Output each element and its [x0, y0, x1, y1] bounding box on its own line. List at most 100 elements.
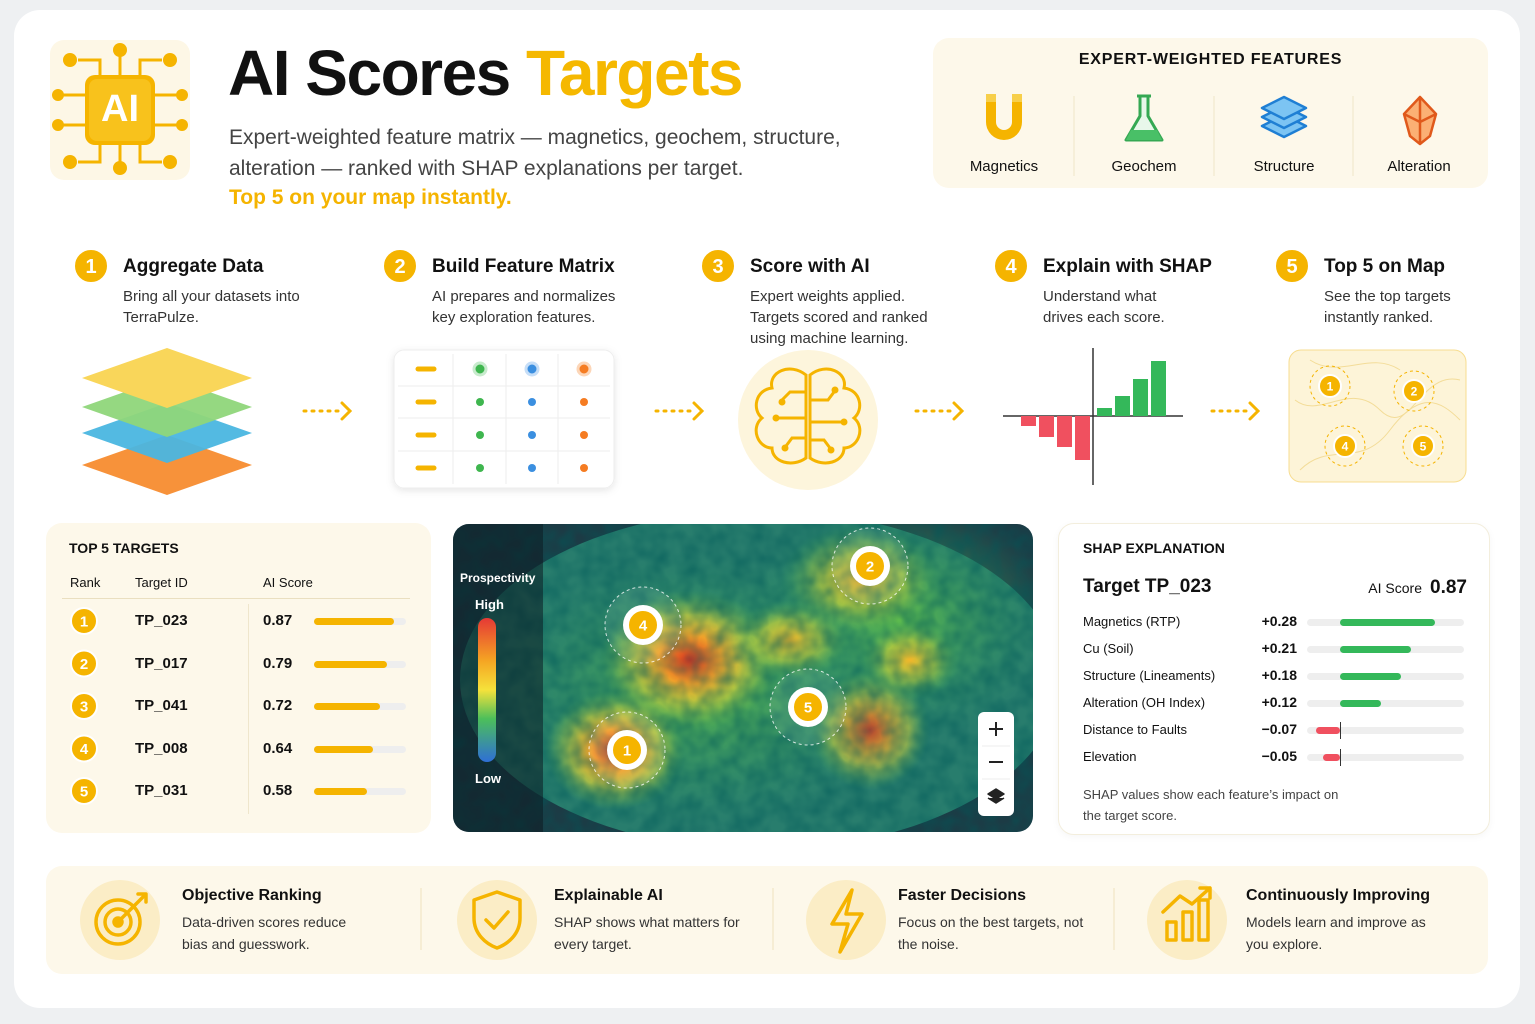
flow-arrows: [302, 401, 1261, 421]
score-bar: [314, 660, 387, 668]
title-highlight: Targets: [526, 37, 743, 109]
targets-panel: [46, 523, 431, 833]
column-rule: [248, 604, 249, 814]
shap-value: +0.12: [1261, 694, 1297, 710]
shap-bar: [1323, 754, 1340, 761]
step-title: Aggregate Data: [123, 256, 264, 277]
badge-number: 2: [80, 656, 88, 673]
benefit-text: Focus on the best targets, not the noise…: [898, 914, 1084, 952]
pin-ring: [1324, 425, 1366, 467]
badge-number: 5: [1286, 256, 1297, 278]
benefit-icons: [80, 880, 1227, 960]
shap-title: SHAP EXPLANATION: [1083, 540, 1225, 556]
step-text: Expert weights applied. Targets scored a…: [750, 288, 928, 347]
shap-note: SHAP values show each feature’s impact o…: [1083, 787, 1339, 823]
shap-value: +0.21: [1261, 640, 1297, 656]
shap-bar: [1316, 727, 1340, 734]
benefit-title: Objective Ranking: [182, 887, 322, 904]
badge-number: 2: [394, 256, 405, 278]
badge: [70, 777, 98, 805]
benefit-title: Continuously Improving: [1246, 887, 1430, 904]
shap-target: Target TP_023: [1083, 576, 1212, 597]
shap-value: −0.05: [1261, 748, 1297, 764]
step-title: Build Feature Matrix: [432, 256, 615, 277]
pin-ring: [1393, 370, 1435, 412]
step-title: Top 5 on Map: [1324, 256, 1446, 277]
shap-feature: Structure (Lineaments): [1083, 668, 1216, 683]
shap-value: +0.18: [1261, 667, 1297, 683]
legend-low: Low: [475, 771, 501, 786]
header-rule: [62, 598, 410, 599]
mini-map: 1 2 4 5: [1288, 349, 1467, 483]
badge: [1318, 374, 1342, 398]
shap-feature: Magnetics (RTP): [1083, 614, 1181, 629]
prospectivity-map: 2 4 5 1: [453, 524, 1033, 832]
shap-track: [1307, 754, 1464, 761]
badge-number: 1: [85, 256, 96, 278]
badge: [1274, 248, 1310, 284]
brain-illustration: [738, 350, 878, 490]
badge: [70, 734, 98, 763]
badge: [792, 691, 824, 723]
pin-ring: [1309, 365, 1351, 407]
target-score: 0.72: [263, 697, 293, 714]
badge-number: 3: [712, 256, 723, 278]
feature-label: Structure: [1253, 158, 1315, 175]
shap-track: [1307, 727, 1464, 734]
shap-feature: Alteration (OH Index): [1083, 695, 1206, 710]
target-id: TP_017: [135, 654, 188, 672]
step-text: Bring all your datasets into TerraPulze.: [123, 288, 300, 326]
badge-number: 5: [80, 783, 88, 800]
badge: [611, 734, 643, 766]
shap-track: [1307, 700, 1464, 707]
badge: [70, 649, 98, 678]
badge: [73, 248, 109, 284]
score-bar: [314, 788, 368, 795]
benefit-title: Faster Decisions: [898, 887, 1027, 904]
badge-number: 4: [1342, 439, 1349, 453]
logo: [50, 40, 190, 180]
badge-number: 5: [804, 699, 812, 716]
badge-number: 4: [639, 617, 648, 634]
badge-number: 4: [80, 741, 89, 758]
badge: [854, 550, 886, 582]
badge-number: 5: [1420, 439, 1427, 453]
benefit-text: Data-driven scores reduce bias and guess…: [182, 914, 347, 952]
features-panel: [933, 38, 1488, 188]
benefit-title: Explainable AI: [554, 887, 663, 904]
score-bar: [314, 703, 381, 710]
badge: [627, 609, 659, 641]
target-score: 0.87: [263, 612, 293, 629]
badge: [1333, 434, 1357, 458]
layers-illustration: [82, 348, 252, 495]
target-id: TP_031: [135, 782, 188, 799]
feature-label: Alteration: [1387, 158, 1451, 175]
target-id: TP_023: [135, 612, 188, 629]
zero-line: [1340, 749, 1341, 766]
shap-bar: [1340, 673, 1402, 680]
badge-number: 1: [80, 613, 88, 630]
badge: [1411, 434, 1435, 458]
badge-number: 3: [80, 698, 88, 715]
target-score: 0.58: [263, 782, 293, 799]
badge-number: 1: [623, 742, 631, 759]
feature-icons: [986, 94, 1438, 176]
logo-text: AI: [101, 88, 139, 130]
features-title: EXPERT-WEIGHTED FEATURES: [1078, 51, 1343, 68]
badge-number: 1: [1327, 379, 1334, 393]
shap-feature: Elevation: [1083, 749, 1137, 764]
shap-illustration: [1003, 348, 1183, 485]
target-id: TP_041: [135, 697, 188, 714]
badge: [70, 607, 98, 635]
badge-number: 4: [1005, 256, 1017, 278]
feature-label: Geochem: [1111, 158, 1177, 175]
shap-score-label: AI Score: [1368, 580, 1422, 596]
shap-bar: [1340, 700, 1381, 707]
shap-feature: Distance to Faults: [1083, 722, 1188, 737]
target-score: 0.64: [263, 739, 293, 757]
shap-value: +0.28: [1261, 613, 1297, 629]
column-header: Target ID: [135, 575, 188, 590]
targets-title: TOP 5 TARGETS: [69, 540, 179, 556]
